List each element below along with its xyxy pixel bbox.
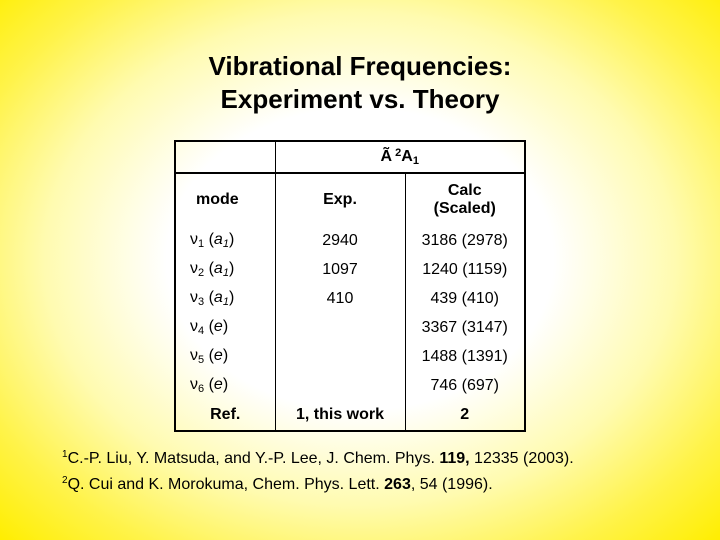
column-header-row: mode Exp. Calc (Scaled) (174, 172, 526, 226)
calc-cell: 746 (697) (405, 371, 526, 400)
title-line-1: Vibrational Frequencies: (208, 51, 512, 81)
calc-header: Calc (Scaled) (405, 172, 526, 226)
calc-cell: 3186 (2978) (405, 226, 526, 255)
mode-cell: ν1 (a1) (174, 226, 275, 255)
mode-cell: ν6 (e) (174, 371, 275, 400)
exp-cell: 410 (274, 284, 406, 313)
ref-exp-cell: 1, this work (274, 400, 406, 432)
state-header-row: Ã 2A1 (174, 140, 526, 173)
reference-row: Ref. 1, this work 2 (174, 400, 526, 432)
frequency-table: Ã 2A1 mode Exp. Calc (Scaled) ν1 (a1) 29… (174, 140, 526, 432)
exp-cell (274, 342, 406, 371)
references: 1C.-P. Liu, Y. Matsuda, and Y.-P. Lee, J… (62, 444, 574, 496)
table-row: ν1 (a1) 2940 3186 (2978) (174, 226, 526, 255)
table-row: ν4 (e) 3367 (3147) (174, 313, 526, 342)
mode-cell: ν4 (e) (174, 313, 275, 342)
table-row: ν2 (a1) 1097 1240 (1159) (174, 255, 526, 284)
empty-corner-cell (174, 140, 275, 173)
table-row: ν5 (e) 1488 (1391) (174, 342, 526, 371)
mode-cell: ν3 (a1) (174, 284, 275, 313)
reference-item: 1C.-P. Liu, Y. Matsuda, and Y.-P. Lee, J… (62, 449, 574, 467)
table-row: ν3 (a1) 410 439 (410) (174, 284, 526, 313)
table-row: ν6 (e) 746 (697) (174, 371, 526, 400)
calc-cell: 439 (410) (405, 284, 526, 313)
calc-cell: 1488 (1391) (405, 342, 526, 371)
exp-header: Exp. (274, 172, 406, 226)
calc-cell: 3367 (3147) (405, 313, 526, 342)
calc-cell: 1240 (1159) (405, 255, 526, 284)
ref-label: Ref. (174, 400, 275, 432)
mode-header: mode (174, 172, 275, 226)
mode-cell: ν2 (a1) (174, 255, 275, 284)
reference-item: 2Q. Cui and K. Morokuma, Chem. Phys. Let… (62, 475, 493, 493)
exp-cell (274, 371, 406, 400)
exp-cell: 1097 (274, 255, 406, 284)
title-line-2: Experiment vs. Theory (220, 84, 500, 114)
exp-cell: 2940 (274, 226, 406, 255)
mode-cell: ν5 (e) (174, 342, 275, 371)
ref-calc-cell: 2 (405, 400, 526, 432)
slide-title: Vibrational Frequencies: Experiment vs. … (0, 50, 720, 116)
state-label: Ã 2A1 (274, 140, 526, 173)
exp-cell (274, 313, 406, 342)
